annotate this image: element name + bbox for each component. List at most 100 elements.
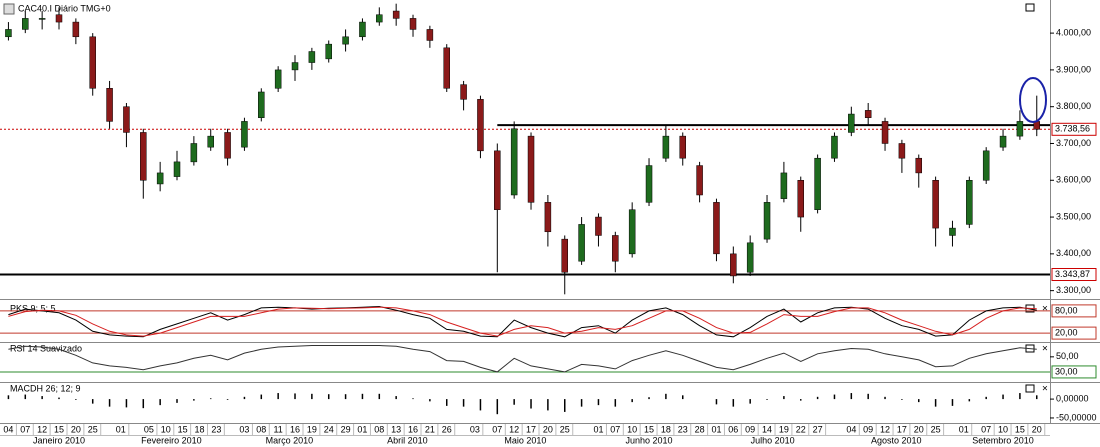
x-tick-label: 27: [813, 424, 823, 434]
maximize-button[interactable]: [1025, 384, 1035, 393]
panel-title: CAC40.I Diário TMG+0: [18, 3, 111, 13]
x-tick-label: 16: [408, 424, 418, 434]
x-tick-label: 15: [178, 424, 188, 434]
y-tick-label: 50,00: [1056, 351, 1079, 361]
y-tick-label: 3.900,00: [1056, 64, 1091, 74]
candle-body: [949, 227, 956, 236]
candle-body: [645, 165, 653, 203]
candle-body: [780, 172, 788, 199]
y-tick-label: 3.400,00: [1056, 248, 1091, 258]
x-tick-label: 18: [661, 424, 671, 434]
candle-body: [426, 29, 434, 41]
candle-body: [898, 143, 906, 159]
x-tick-label: 04: [3, 424, 13, 434]
x-tick-label: 19: [779, 424, 789, 434]
candle-body: [628, 209, 636, 255]
x-tick-label: 18: [194, 424, 204, 434]
candle-body: [612, 235, 619, 262]
candle-body: [510, 128, 518, 196]
x-tick-label: 14: [762, 424, 772, 434]
x-tick-label: 19: [307, 424, 317, 434]
month-label: Janeiro 2010: [33, 435, 85, 445]
candle-body: [578, 224, 585, 262]
candle-body: [106, 88, 113, 122]
x-tick-label: 01: [711, 424, 721, 434]
candle-body: [527, 135, 535, 203]
candle-body: [713, 202, 720, 255]
last-price-box: [1051, 122, 1097, 136]
x-tick-label: 23: [678, 424, 688, 434]
x-tick-label: 03: [239, 424, 249, 434]
x-tick-label: 24: [324, 424, 334, 434]
x-tick-label: 09: [745, 424, 755, 434]
x-tick-label: 25: [88, 424, 98, 434]
support-box: [1051, 268, 1097, 282]
y-tick-label: 3.600,00: [1056, 175, 1091, 185]
candle-body: [679, 135, 686, 159]
candle-body: [797, 180, 805, 218]
y-tick-label: 0,00000: [1056, 393, 1089, 403]
x-tick-label: 09: [863, 424, 873, 434]
x-tick-label: 20: [914, 424, 924, 434]
maximize-button[interactable]: [1025, 3, 1035, 12]
x-tick-label: 16: [290, 424, 300, 434]
x-tick-label: 12: [37, 424, 47, 434]
level-label: 80,00: [1055, 305, 1078, 315]
candle-body: [359, 21, 366, 38]
candle-body: [746, 242, 754, 273]
x-tick-label: 13: [391, 424, 401, 434]
x-tick-label: 17: [897, 424, 907, 434]
indicator-line: [8, 306, 1037, 337]
x-tick-label: 07: [492, 424, 502, 434]
indicator-line: [8, 305, 1037, 338]
x-tick-label: 22: [796, 424, 806, 434]
x-tick-label: 08: [256, 424, 266, 434]
x-tick-label: 01: [116, 424, 126, 434]
panel-title: PKS 9; 5; 5: [10, 303, 56, 313]
candle-body: [881, 121, 889, 144]
candle-body: [376, 14, 383, 23]
close-button[interactable]: ×: [1042, 344, 1048, 355]
candle-body: [966, 180, 973, 225]
level-box: [1051, 304, 1097, 318]
candle-body: [5, 29, 12, 38]
x-tick-label: 06: [728, 424, 738, 434]
candle-body: [999, 135, 1007, 148]
candle-body: [814, 157, 821, 210]
candle-body: [864, 110, 872, 118]
x-tick-label: 10: [161, 424, 171, 434]
candle-body: [1016, 121, 1024, 137]
close-button[interactable]: ×: [1042, 304, 1048, 315]
panel-title: RSI 14 Suavizado: [10, 343, 82, 353]
candle-body: [696, 165, 703, 196]
x-tick-label: 11: [273, 424, 282, 434]
close-button[interactable]: ×: [1042, 384, 1048, 395]
candle-body: [477, 99, 484, 152]
y-tick-label: 3.800,00: [1056, 101, 1091, 111]
month-label: Julho 2010: [751, 435, 795, 445]
chart-icon[interactable]: [3, 3, 15, 15]
x-tick-label: 15: [1015, 424, 1025, 434]
candle-body: [308, 51, 316, 63]
month-label: Setembro 2010: [972, 435, 1034, 445]
candle-body: [932, 180, 939, 229]
y-tick-label: 3.500,00: [1056, 211, 1091, 221]
level-label: 30,00: [1055, 366, 1078, 376]
candle-body: [325, 43, 332, 60]
x-tick-label: 07: [20, 424, 30, 434]
x-tick-label: 08: [374, 424, 384, 434]
candle-body: [140, 132, 147, 181]
candle-body: [291, 62, 299, 71]
x-tick-label: 04: [846, 424, 856, 434]
x-tick-label: 15: [54, 424, 64, 434]
candle-body: [763, 202, 771, 240]
x-tick-label: 01: [357, 424, 367, 434]
x-tick-label: 26: [442, 424, 452, 434]
candle-body: [123, 106, 130, 133]
month-label: Junho 2010: [626, 435, 673, 445]
month-label: Agosto 2010: [871, 435, 922, 445]
y-tick-label: 4.000,00: [1056, 27, 1091, 37]
support-label: 3.343,87: [1055, 269, 1090, 279]
